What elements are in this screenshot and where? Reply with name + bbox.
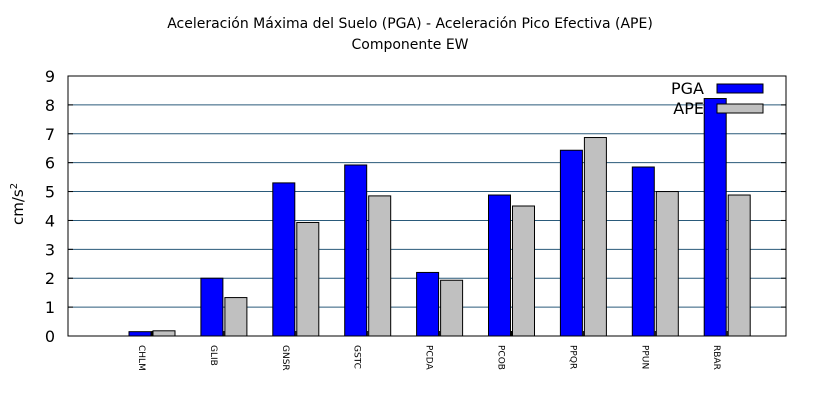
chart-subtitle: Componente EW bbox=[351, 37, 469, 53]
y-tick-label: 9 bbox=[45, 67, 55, 86]
chart-title: Aceleración Máxima del Suelo (PGA) - Ace… bbox=[167, 16, 653, 32]
x-tick-label: PCDA bbox=[424, 345, 434, 370]
legend-swatch-pga bbox=[716, 83, 764, 94]
bar-pga-pcda bbox=[416, 271, 440, 337]
y-tick-label: 6 bbox=[45, 154, 55, 173]
y-tick-label: 0 bbox=[45, 327, 55, 346]
x-tick-label: CHLM bbox=[136, 345, 146, 371]
legend-swatch-ape bbox=[716, 103, 764, 114]
x-tick-label: PPQR bbox=[567, 345, 577, 369]
bar-ape-ppqr bbox=[583, 137, 607, 337]
bar-pga-gstc bbox=[344, 164, 368, 337]
x-tick-label: PCOB bbox=[496, 345, 506, 370]
bar-ape-rbar bbox=[727, 194, 751, 337]
bar-ape-ppun bbox=[655, 191, 679, 337]
plot-frame bbox=[67, 75, 787, 337]
y-tick-label: 7 bbox=[45, 125, 55, 144]
y-tick-label: 2 bbox=[45, 269, 55, 288]
bar-pga-glib bbox=[200, 277, 224, 337]
bar-pga-gnsr bbox=[272, 182, 296, 337]
x-tick-label: GLIB bbox=[208, 345, 218, 366]
y-tick-label: 3 bbox=[45, 240, 55, 259]
bar-pga-ppun bbox=[631, 166, 655, 337]
bar-ape-gnsr bbox=[296, 221, 320, 337]
bar-pga-chlm bbox=[128, 331, 152, 337]
bar-ape-chlm bbox=[152, 330, 176, 337]
x-tick-label: GSTC bbox=[352, 345, 362, 369]
bar-pga-rbar bbox=[703, 98, 727, 337]
bar-pga-ppqr bbox=[559, 149, 583, 337]
y-tick-label: 1 bbox=[45, 298, 55, 317]
y-tick-label: 5 bbox=[45, 183, 55, 202]
x-tick-label: GNSR bbox=[280, 345, 290, 371]
bar-pga-pcob bbox=[488, 194, 511, 337]
y-tick-label: 4 bbox=[45, 211, 55, 230]
bar-ape-pcob bbox=[512, 205, 535, 337]
legend-label-pga: PGA bbox=[671, 79, 704, 98]
bar-ape-gstc bbox=[368, 195, 392, 337]
y-tick-label: 8 bbox=[45, 96, 55, 115]
x-tick-label: RBAR bbox=[711, 345, 721, 370]
bar-ape-pcda bbox=[440, 279, 464, 337]
x-tick-label: PPUN bbox=[639, 345, 649, 369]
bar-ape-glib bbox=[224, 297, 248, 337]
legend-label-ape: APE bbox=[673, 99, 704, 118]
